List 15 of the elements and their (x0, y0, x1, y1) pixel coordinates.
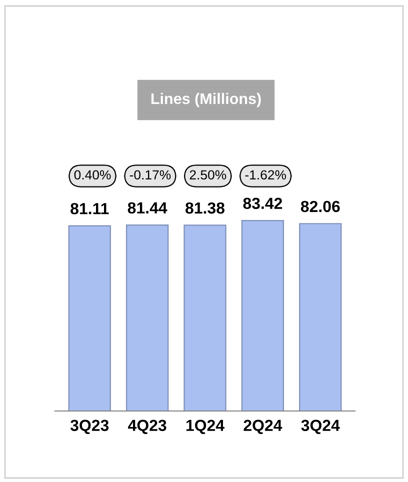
x-tick-label: 1Q24 (186, 420, 224, 434)
data-label: 82.06 (300, 200, 340, 212)
x-tick-label: 3Q23 (70, 420, 109, 434)
text: -0.17% (130, 170, 171, 180)
chart-title: Lines (Millions) (151, 92, 261, 108)
text: -1.62% (245, 170, 286, 180)
data-label: 81.11 (70, 203, 109, 214)
text: 2.50% (190, 170, 226, 180)
data-label: 81.38 (186, 202, 224, 214)
data-label: 83.42 (243, 198, 282, 210)
x-tick-label: 4Q23 (128, 420, 166, 434)
text: 0.40% (74, 170, 111, 180)
x-tick-label: 2Q24 (244, 420, 282, 434)
data-label: 81.44 (128, 202, 168, 214)
x-tick-label: 3Q24 (301, 420, 340, 434)
